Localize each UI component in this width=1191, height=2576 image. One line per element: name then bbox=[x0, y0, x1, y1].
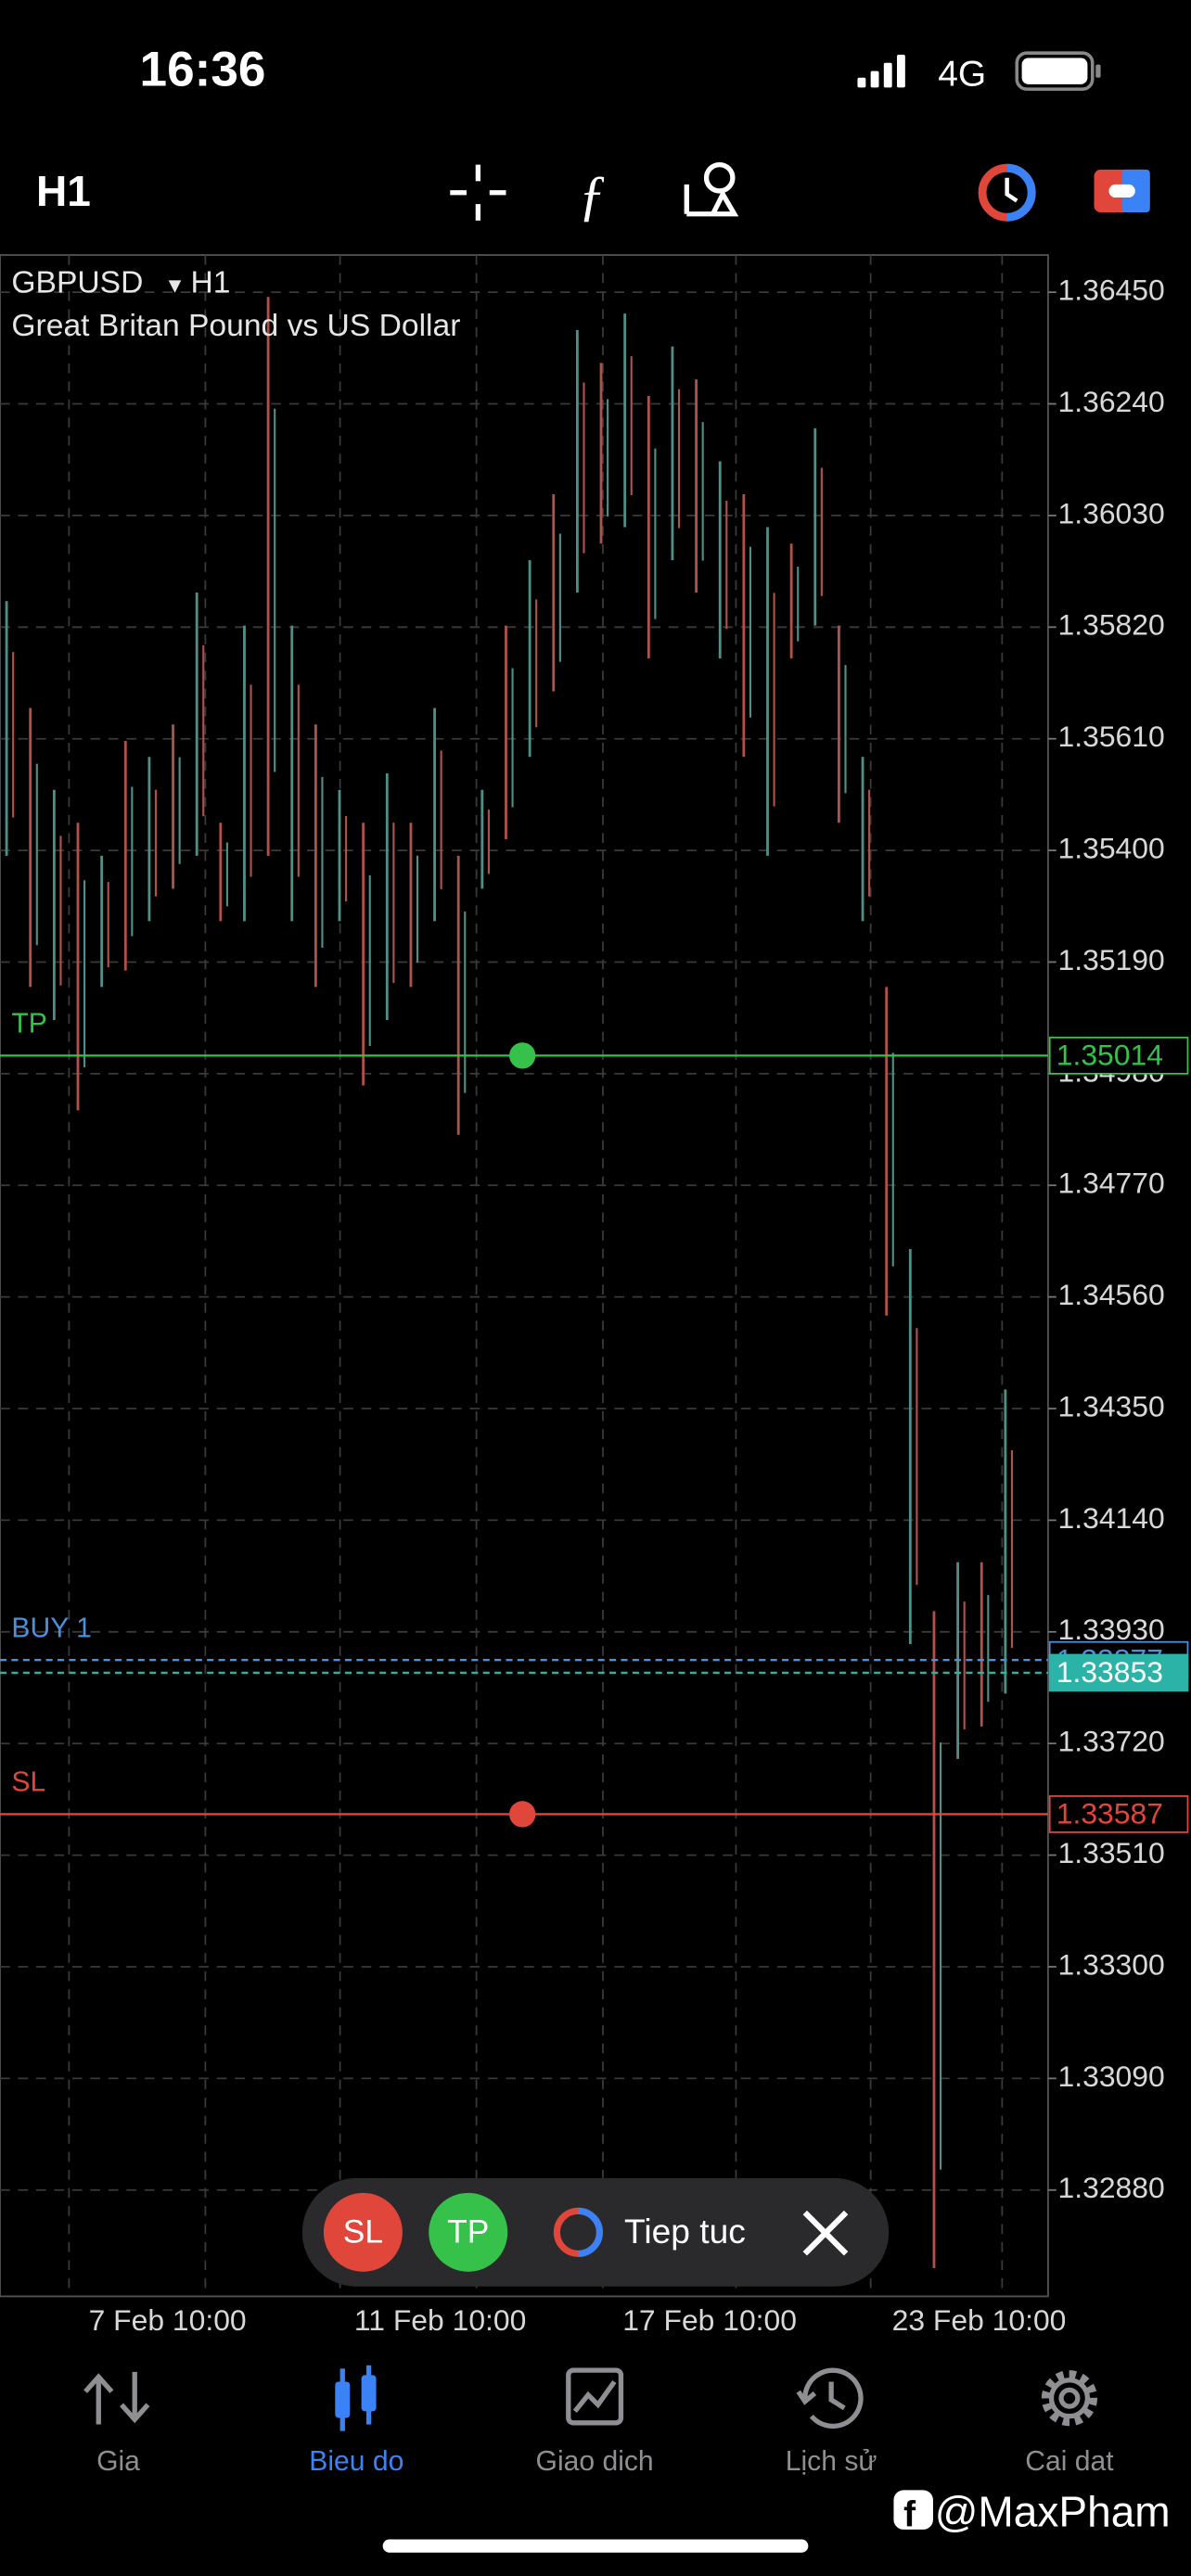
level-name: SL bbox=[11, 1767, 45, 1798]
y-tick-label: 1.34140 bbox=[1058, 1501, 1165, 1535]
close-button[interactable] bbox=[802, 2210, 849, 2256]
y-tick-label: 1.32880 bbox=[1058, 2171, 1165, 2204]
watermark-logo bbox=[893, 2490, 933, 2530]
watermark-text: @MaxPham bbox=[935, 2487, 1171, 2535]
price-box-label: 1.35014 bbox=[1057, 1039, 1163, 1072]
price-box-label: 1.33853 bbox=[1057, 1655, 1163, 1689]
tab-icon-lich-su[interactable] bbox=[796, 2367, 864, 2429]
indicators-button[interactable]: ƒ bbox=[578, 165, 606, 227]
tab-icon-gia[interactable] bbox=[83, 2371, 150, 2425]
level-handle[interactable] bbox=[509, 1042, 536, 1069]
symbol-dropdown-arrow[interactable]: ▼ bbox=[164, 274, 186, 298]
y-tick-label: 1.33930 bbox=[1058, 1613, 1165, 1646]
tab-icon-giao-dich[interactable] bbox=[566, 2367, 624, 2426]
continue-icon-half[interactable] bbox=[578, 2207, 603, 2257]
tab-icon-cai-dat[interactable] bbox=[1041, 2370, 1098, 2427]
chart-timeframe: H1 bbox=[190, 266, 230, 300]
tp-button-label[interactable]: TP bbox=[447, 2213, 489, 2250]
account-button[interactable] bbox=[1094, 169, 1150, 212]
y-tick-label: 1.35820 bbox=[1058, 608, 1165, 642]
timeframe-button[interactable]: H1 bbox=[36, 167, 91, 215]
clock: 16:36 bbox=[140, 43, 266, 97]
tab-label[interactable]: Giao dich bbox=[536, 2446, 654, 2477]
tab-label[interactable]: Lịch sử bbox=[786, 2446, 877, 2477]
y-tick-label: 1.33300 bbox=[1058, 1947, 1165, 1981]
y-tick-label: 1.34560 bbox=[1058, 1278, 1165, 1311]
battery-icon bbox=[1015, 51, 1101, 91]
network: 4G bbox=[938, 55, 986, 95]
tp-button[interactable] bbox=[429, 2192, 508, 2272]
watermark: f @MaxPham bbox=[893, 2487, 1171, 2535]
tab-label[interactable]: Gia bbox=[96, 2446, 140, 2477]
y-tick-label: 1.34770 bbox=[1058, 1167, 1165, 1200]
y-tick-label: 1.35190 bbox=[1058, 943, 1165, 976]
tab-bar bbox=[83, 2365, 1098, 2431]
x-tick-label: 11 Feb 10:00 bbox=[354, 2303, 526, 2337]
y-tick-label: 1.36450 bbox=[1058, 274, 1165, 307]
y-tick-label: 1.33720 bbox=[1058, 1725, 1165, 1758]
x-tick-label: 17 Feb 10:00 bbox=[622, 2303, 797, 2337]
objects-button[interactable] bbox=[684, 161, 739, 217]
y-tick-label: 1.36240 bbox=[1058, 385, 1165, 418]
level-name: BUY 1 bbox=[11, 1613, 91, 1643]
continue-button[interactable]: Tiep tuc bbox=[624, 2212, 746, 2251]
tab-label[interactable]: Bieu do bbox=[309, 2446, 403, 2477]
trade-button[interactable] bbox=[978, 163, 1036, 222]
level-handle[interactable] bbox=[509, 1801, 536, 1828]
y-tick-label: 1.35400 bbox=[1058, 832, 1165, 865]
y-tick-label: 1.33510 bbox=[1058, 1836, 1165, 1869]
price-box bbox=[1048, 1037, 1189, 1075]
order-bar: SL TP Tiep tuc bbox=[301, 2177, 890, 2287]
y-tick-label: 1.34350 bbox=[1058, 1389, 1165, 1422]
symbol-description: Great Britan Pound vs US Dollar bbox=[11, 309, 460, 343]
y-tick-label: 1.36030 bbox=[1058, 496, 1165, 529]
symbol[interactable]: GBPUSD bbox=[11, 266, 143, 300]
crosshair-button[interactable] bbox=[450, 164, 506, 221]
x-tick-label: 7 Feb 10:00 bbox=[89, 2303, 247, 2337]
plot-frame bbox=[0, 254, 1049, 2298]
tab-icon-bieu-do[interactable] bbox=[335, 2365, 377, 2431]
tab-label[interactable]: Cai dat bbox=[1025, 2446, 1114, 2477]
signal-icon bbox=[857, 54, 905, 88]
home-indicator bbox=[382, 2539, 809, 2553]
y-tick-label: 1.35610 bbox=[1058, 720, 1165, 753]
watermark-logo-glyph: f bbox=[903, 2494, 916, 2534]
price-box bbox=[1048, 1795, 1189, 1833]
y-tick-label: 1.33090 bbox=[1058, 2060, 1165, 2093]
x-tick-label: 23 Feb 10:00 bbox=[892, 2303, 1067, 2337]
chart: 1.36450 1.36240 1.36030 1.35820 1.35610 1.354… bbox=[0, 254, 1189, 2337]
level-name: TP bbox=[11, 1009, 46, 1039]
price-box bbox=[1048, 1653, 1189, 1692]
sl-button[interactable] bbox=[323, 2192, 403, 2272]
price-box-label: 1.33587 bbox=[1057, 1797, 1163, 1830]
sl-button-label[interactable]: SL bbox=[343, 2213, 383, 2250]
